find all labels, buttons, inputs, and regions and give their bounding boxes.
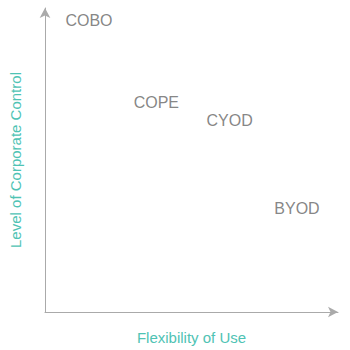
svg-text:BYOD: BYOD	[274, 200, 319, 217]
svg-text:CYOD: CYOD	[206, 112, 252, 129]
svg-text:COPE: COPE	[134, 94, 179, 111]
svg-text:Level of Corporate Control: Level of Corporate Control	[7, 72, 24, 248]
svg-text:Flexibility of Use: Flexibility of Use	[137, 329, 246, 346]
svg-text:COBO: COBO	[65, 12, 112, 29]
